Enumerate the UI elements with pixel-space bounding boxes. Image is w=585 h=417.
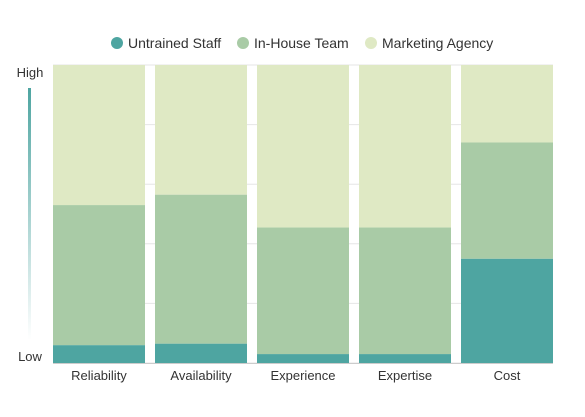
bar-in-house-team-cost	[461, 142, 553, 259]
bar-marketing-agency-experience	[257, 65, 349, 228]
bar-untrained-staff-reliability	[53, 345, 145, 363]
x-axis: Reliability Availability Experience Experti…	[53, 363, 553, 383]
bar-marketing-agency-cost	[461, 65, 553, 143]
legend-swatch-untrained-staff	[111, 37, 123, 49]
bar-in-house-team-reliability	[53, 205, 145, 346]
bar-marketing-agency-reliability	[53, 65, 145, 206]
bar-in-house-team-experience	[257, 227, 349, 355]
y-axis-gradient-indicator	[28, 88, 31, 340]
bars	[53, 65, 553, 363]
x-tick-label-expertise: Expertise	[378, 368, 432, 383]
bar-marketing-agency-expertise	[359, 65, 451, 228]
bar-untrained-staff-cost	[461, 258, 553, 363]
y-axis-top-label: High	[17, 65, 44, 80]
legend-label-marketing-agency: Marketing Agency	[382, 35, 493, 51]
x-tick-label-experience: Experience	[270, 368, 335, 383]
legend-swatch-marketing-agency	[365, 37, 377, 49]
legend-swatch-in-house-team	[237, 37, 249, 49]
x-tick-label-cost: Cost	[494, 368, 521, 383]
x-tick-label-reliability: Reliability	[71, 368, 127, 383]
legend: Untrained Staff In-House Team Marketing Ag…	[111, 35, 493, 51]
legend-label-in-house-team: In-House Team	[254, 35, 349, 51]
bar-untrained-staff-expertise	[359, 354, 451, 363]
y-axis: High Low	[17, 65, 44, 364]
legend-label-untrained-staff: Untrained Staff	[128, 35, 221, 51]
bar-untrained-staff-experience	[257, 354, 349, 363]
bar-untrained-staff-availability	[155, 343, 247, 363]
y-axis-bottom-label: Low	[18, 349, 42, 364]
x-tick-label-availability: Availability	[170, 368, 232, 383]
bar-in-house-team-expertise	[359, 227, 451, 355]
bar-in-house-team-availability	[155, 194, 247, 344]
bar-marketing-agency-availability	[155, 65, 247, 195]
